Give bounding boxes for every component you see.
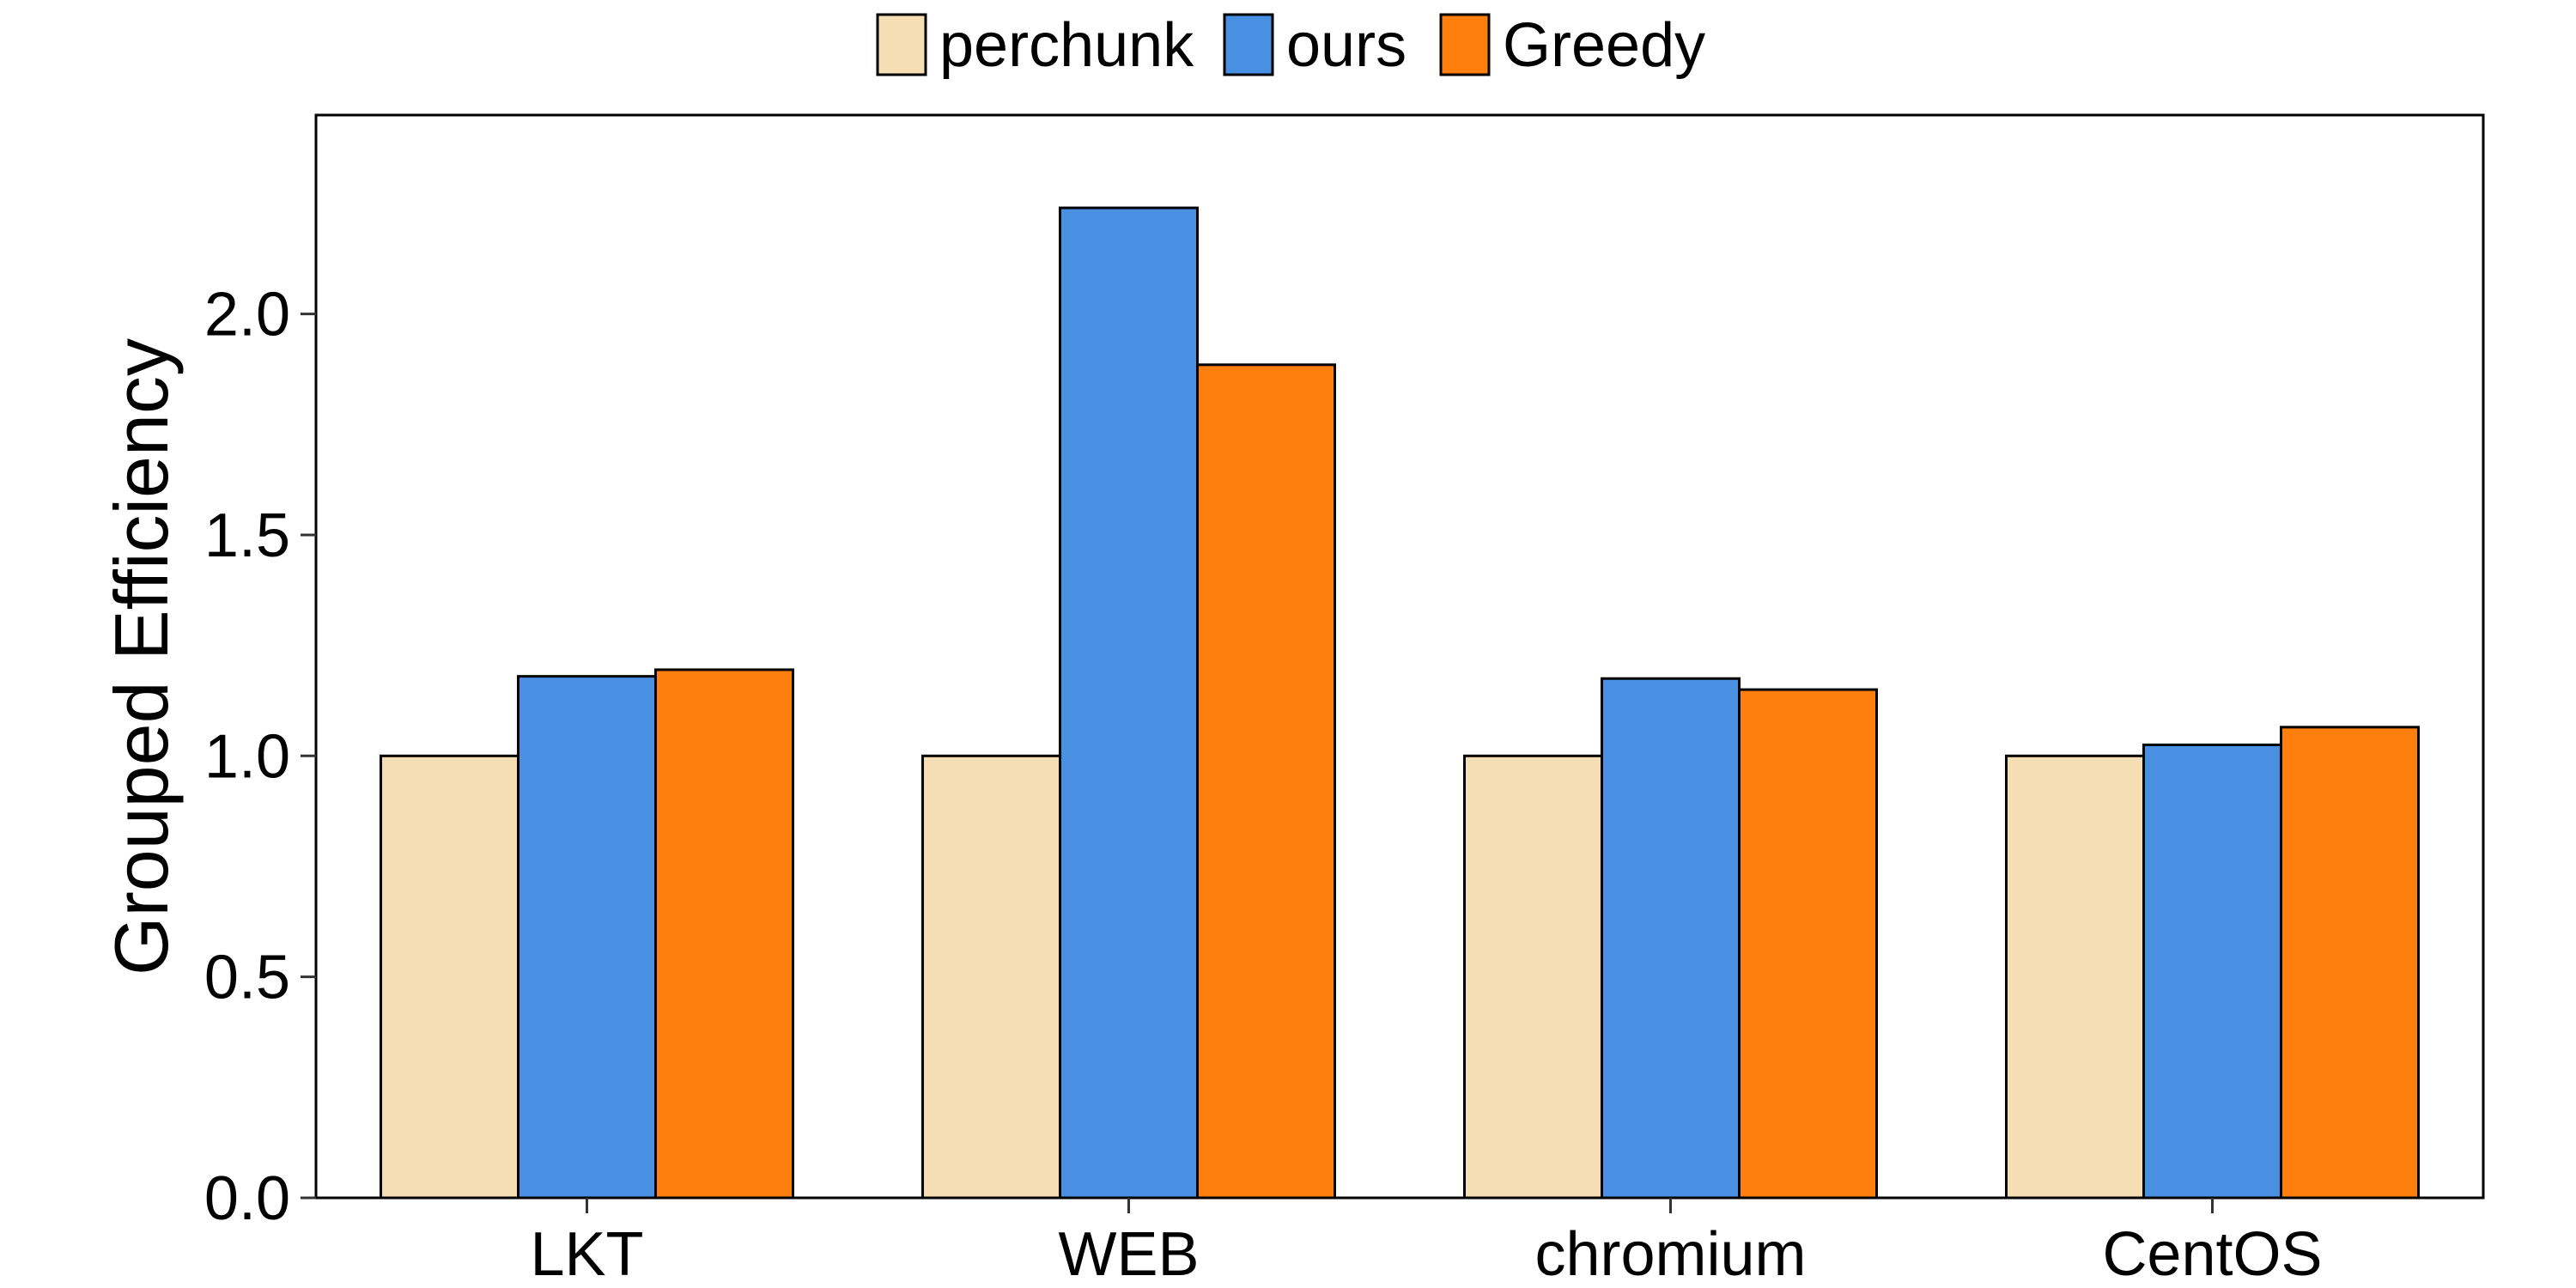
bar-greedy-lkt: [654, 668, 794, 1200]
legend: perchunk ours Greedy: [876, 11, 1705, 80]
legend-swatch-ours: [1223, 13, 1274, 76]
bar-perchunk-web: [921, 754, 1061, 1200]
legend-label-perchunk: perchunk: [939, 11, 1194, 80]
bar-perchunk-chromium: [1463, 754, 1603, 1200]
bar-ours-chromium: [1601, 677, 1741, 1200]
legend-label-ours: ours: [1286, 11, 1406, 80]
legend-label-greedy: Greedy: [1503, 11, 1705, 80]
legend-swatch-perchunk: [876, 13, 927, 76]
plot-border: [314, 113, 2485, 1200]
bar-greedy-chromium: [1738, 688, 1878, 1200]
y-tick-label: 0.0: [204, 1164, 290, 1233]
y-tick-label: 0.5: [204, 944, 290, 1012]
bar-ours-web: [1059, 206, 1199, 1200]
bar-ours-centos: [2142, 743, 2282, 1200]
bar-perchunk-centos: [2005, 754, 2145, 1200]
y-axis-title: Grouped Efficiency: [99, 338, 184, 975]
x-category-label: chromium: [1534, 1220, 1806, 1288]
y-tick-label: 1.0: [204, 722, 290, 791]
plot-area: [314, 113, 2485, 1200]
y-axis: 0.0 0.5 1.0 1.5 2.0: [204, 281, 316, 1233]
legend-swatch-greedy: [1439, 13, 1491, 76]
x-category-label: LKT: [530, 1220, 643, 1288]
bar-greedy-centos: [2280, 726, 2420, 1200]
x-category-label: WEB: [1058, 1220, 1199, 1288]
x-category-label: CentOS: [2102, 1220, 2322, 1288]
x-axis: LKT WEB chromium CentOS: [530, 1198, 2323, 1288]
bar-perchunk-lkt: [380, 754, 519, 1200]
y-tick-label: 2.0: [204, 281, 290, 349]
bar-ours-lkt: [517, 675, 657, 1200]
bar-greedy-web: [1196, 363, 1336, 1200]
y-tick-label: 1.5: [204, 501, 290, 570]
